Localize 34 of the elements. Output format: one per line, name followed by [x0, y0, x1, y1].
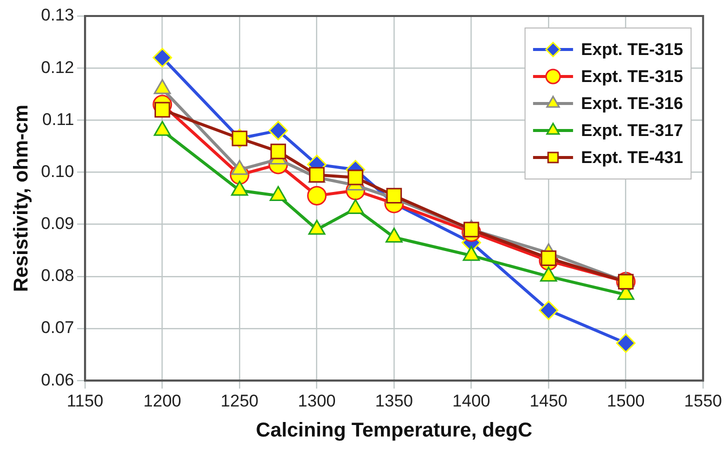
- point: [348, 170, 364, 186]
- x-tick-label: 1200: [143, 391, 182, 410]
- point: [270, 144, 286, 160]
- point: [540, 250, 556, 266]
- x-tick-label: 1350: [375, 391, 414, 410]
- point: [152, 48, 172, 68]
- legend-label: Expt. TE-316: [581, 94, 684, 114]
- x-tick-label: 1300: [298, 391, 336, 410]
- x-tick-label: 1400: [452, 391, 490, 410]
- point: [464, 222, 480, 238]
- x-tick-label: 1500: [606, 391, 645, 410]
- point: [268, 120, 288, 140]
- legend-label: Expt. TE-315: [581, 67, 684, 86]
- y-tick-label: 0.09: [40, 214, 74, 234]
- point: [538, 300, 558, 320]
- x-axis-title: Calcining Temperature, degC: [256, 420, 532, 442]
- y-tick-label: 0.06: [40, 370, 74, 390]
- point: [154, 102, 170, 118]
- y-tick-label: 0.13: [40, 6, 74, 25]
- y-tick-label: 0.10: [40, 162, 74, 181]
- legend-label: Expt. TE-317: [581, 121, 684, 140]
- legend-label: Expt. TE-315: [581, 40, 684, 60]
- y-tick-label: 0.07: [40, 318, 74, 338]
- x-tick-label: 1250: [220, 391, 258, 410]
- legend-label: Expt. TE-431: [581, 148, 684, 168]
- point: [616, 333, 636, 353]
- y-tick-label: 0.11: [42, 110, 74, 129]
- y-tick-label: 0.12: [40, 58, 74, 77]
- y-axis-title: Resistivity, ohm-cm: [10, 104, 33, 292]
- y-tick-label: 0.08: [40, 266, 74, 286]
- x-tick-label: 1150: [66, 391, 104, 410]
- point: [307, 186, 327, 206]
- x-tick-label: 1550: [684, 391, 722, 410]
- x-tick-label: 1450: [530, 391, 568, 410]
